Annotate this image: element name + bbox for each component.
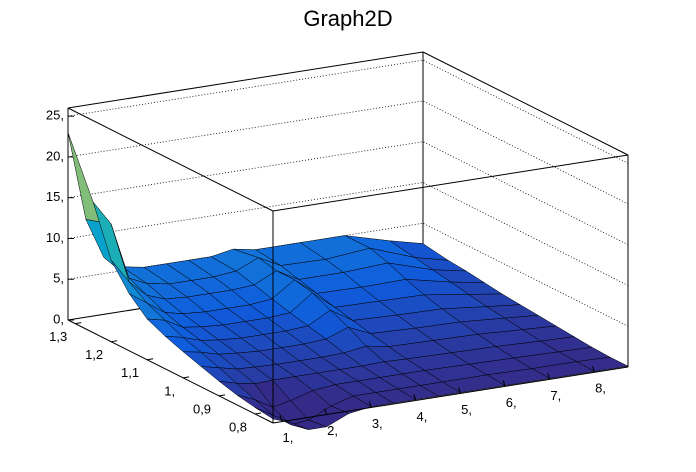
x-tick-label: 5, <box>461 402 472 417</box>
y-tick-label: 1,2 <box>85 347 103 362</box>
tick-mark <box>502 380 506 387</box>
box-edge <box>67 107 274 212</box>
tick-mark <box>324 408 328 415</box>
tick-mark <box>218 394 226 397</box>
tick-mark <box>254 412 262 415</box>
box-edge <box>272 154 629 212</box>
x-tick-label: 3, <box>372 416 383 431</box>
tick-mark <box>592 366 595 373</box>
x-tick-label: 8, <box>595 381 606 396</box>
tick-mark <box>279 415 283 422</box>
tick-mark <box>458 387 462 394</box>
x-tick-label: 7, <box>550 388 561 403</box>
grid-line <box>67 59 629 164</box>
y-tick-label: 0,9 <box>193 401 211 416</box>
axis-line <box>272 366 629 424</box>
x-tick-label: 2, <box>327 423 338 438</box>
z-tick-label: 15, <box>46 189 64 204</box>
x-tick-label: 4, <box>416 409 427 424</box>
tick-mark <box>368 401 372 408</box>
tick-mark <box>75 322 82 325</box>
x-tick-label: 6, <box>506 395 517 410</box>
y-tick-label: 1,3 <box>49 329 67 344</box>
box-edge <box>67 51 424 109</box>
z-tick-label: 20, <box>46 148 64 163</box>
z-tick-label: 5, <box>53 271 64 286</box>
tick-mark <box>183 376 190 379</box>
tick-mark <box>111 340 118 343</box>
z-tick-label: 10, <box>46 230 64 245</box>
y-tick-label: 1, <box>164 383 175 398</box>
box-edge <box>422 51 629 156</box>
x-tick-label: 1, <box>283 430 294 445</box>
grid-line <box>67 100 629 205</box>
tick-mark <box>413 394 417 401</box>
grid-line <box>67 141 629 246</box>
tick-mark <box>147 358 154 361</box>
tick-mark <box>547 373 551 380</box>
y-tick-label: 0,8 <box>229 419 247 434</box>
surface-cell <box>67 132 112 225</box>
z-tick-label: 25, <box>46 108 64 123</box>
z-tick-label: 0, <box>53 311 64 326</box>
axis-line <box>67 319 274 424</box>
chart-title: Graph2D <box>303 6 392 31</box>
y-tick-label: 1,1 <box>121 365 139 380</box>
